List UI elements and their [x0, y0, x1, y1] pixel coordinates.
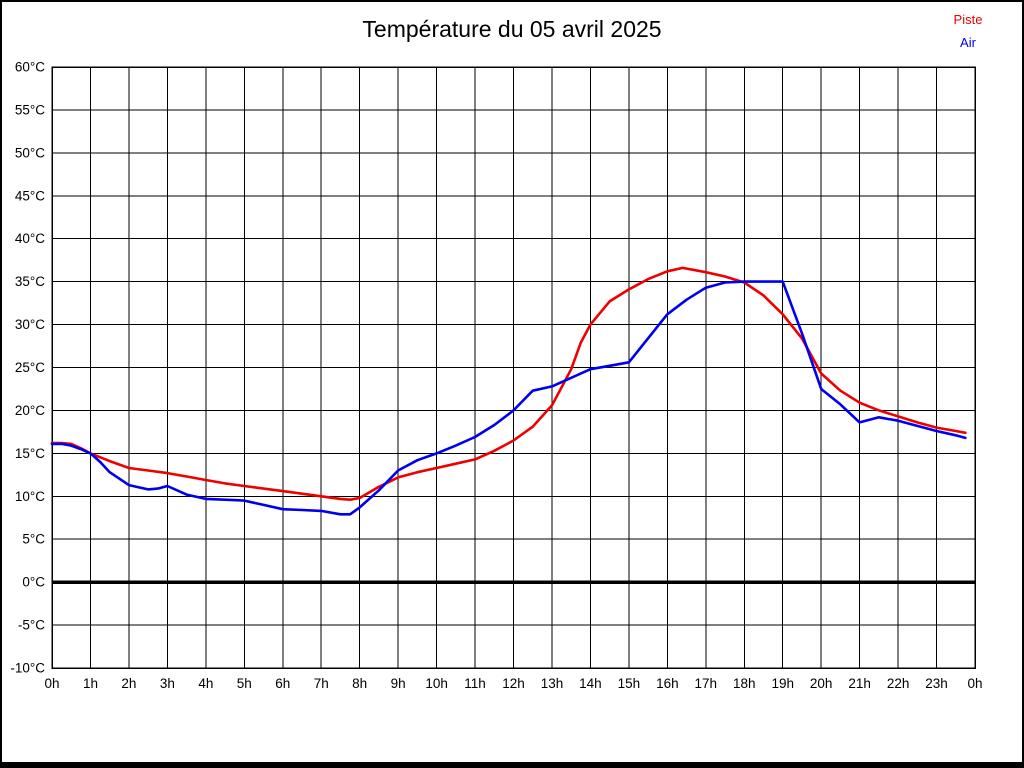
svg-text:0h: 0h — [44, 676, 59, 691]
svg-text:-10°C: -10°C — [10, 661, 45, 676]
grid — [51, 66, 976, 669]
svg-text:15h: 15h — [618, 676, 641, 691]
x-axis-labels: 0h 1h 2h 3h 4h 5h 6h 7h 8h 9h 10h 11h 12h 13h 14h 15h 16… — [44, 676, 982, 691]
svg-text:8h: 8h — [352, 676, 367, 691]
svg-text:30°C: 30°C — [15, 317, 45, 332]
svg-text:23h: 23h — [925, 676, 948, 691]
chart-legend: Piste Air — [928, 8, 1008, 54]
svg-text:45°C: 45°C — [15, 188, 45, 203]
svg-text:-5°C: -5°C — [18, 618, 45, 633]
svg-text:13h: 13h — [541, 676, 564, 691]
svg-text:7h: 7h — [314, 676, 329, 691]
svg-text:19h: 19h — [771, 676, 794, 691]
svg-text:0°C: 0°C — [22, 575, 45, 590]
svg-text:18h: 18h — [733, 676, 756, 691]
svg-text:20h: 20h — [810, 676, 833, 691]
y-axis-labels: 60°C 55°C 50°C 45°C 40°C 35°C 30°C 25°C 20°C 15°C… — [10, 60, 45, 676]
svg-text:21h: 21h — [848, 676, 871, 691]
piste-line — [50, 266, 967, 502]
legend-item-air: Air — [960, 35, 976, 50]
svg-text:1h: 1h — [83, 676, 98, 691]
svg-text:22h: 22h — [887, 676, 910, 691]
svg-text:15°C: 15°C — [15, 446, 45, 461]
svg-text:25°C: 25°C — [15, 360, 45, 375]
plot-border — [51, 66, 976, 669]
svg-text:20°C: 20°C — [15, 403, 45, 418]
svg-text:60°C: 60°C — [15, 60, 45, 75]
svg-text:4h: 4h — [198, 676, 213, 691]
air-line — [50, 280, 967, 516]
svg-text:55°C: 55°C — [15, 102, 45, 117]
svg-text:16h: 16h — [656, 676, 679, 691]
svg-text:10h: 10h — [425, 676, 448, 691]
svg-text:40°C: 40°C — [15, 231, 45, 246]
legend-item-piste: Piste — [953, 12, 983, 27]
svg-text:17h: 17h — [695, 676, 718, 691]
chart-title: Température du 05 avril 2025 — [362, 16, 662, 42]
svg-text:10°C: 10°C — [15, 489, 45, 504]
svg-text:2h: 2h — [121, 676, 136, 691]
svg-text:0h: 0h — [967, 676, 982, 691]
svg-text:11h: 11h — [464, 676, 486, 691]
svg-text:5h: 5h — [237, 676, 252, 691]
svg-text:35°C: 35°C — [15, 274, 45, 289]
svg-text:14h: 14h — [579, 676, 602, 691]
svg-text:50°C: 50°C — [15, 145, 45, 160]
svg-text:9h: 9h — [391, 676, 406, 691]
svg-text:12h: 12h — [502, 676, 525, 691]
svg-text:6h: 6h — [275, 676, 290, 691]
svg-text:5°C: 5°C — [22, 532, 45, 547]
svg-text:3h: 3h — [160, 676, 175, 691]
